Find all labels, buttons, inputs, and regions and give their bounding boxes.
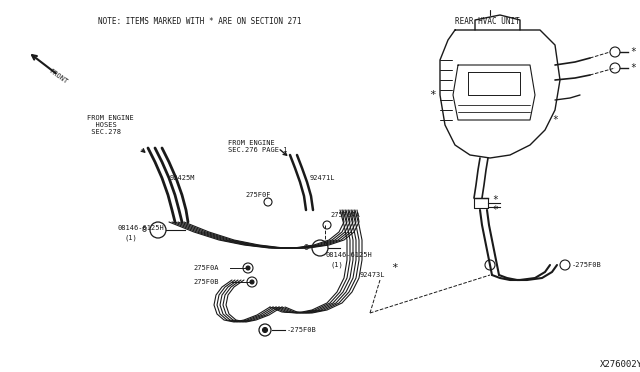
Text: -275F0B: -275F0B — [287, 327, 317, 333]
Text: (1): (1) — [125, 235, 138, 241]
Text: NOTE: ITEMS MARKED WITH * ARE ON SECTION 271: NOTE: ITEMS MARKED WITH * ARE ON SECTION… — [99, 17, 301, 26]
Text: 08146-6125H: 08146-6125H — [325, 252, 372, 258]
Text: *: * — [492, 205, 498, 215]
Circle shape — [250, 280, 254, 284]
Text: 92473L: 92473L — [360, 272, 385, 278]
Text: 275F0A: 275F0A — [193, 265, 218, 271]
Circle shape — [246, 266, 250, 270]
Text: *: * — [492, 195, 498, 205]
Text: *: * — [630, 47, 636, 57]
Text: X276002Y: X276002Y — [600, 360, 640, 369]
Text: (1): (1) — [330, 262, 343, 268]
Text: -275F0B: -275F0B — [572, 262, 602, 268]
Text: ®: ® — [305, 244, 310, 253]
Circle shape — [262, 327, 268, 333]
Text: *: * — [552, 115, 558, 125]
Text: 92425M: 92425M — [170, 175, 195, 181]
Text: *: * — [392, 263, 398, 273]
Text: 275F0AA: 275F0AA — [330, 212, 360, 218]
Text: FROM ENGINE
  HOSES
 SEC.278: FROM ENGINE HOSES SEC.278 — [87, 115, 134, 135]
Text: 275F0B: 275F0B — [193, 279, 218, 285]
Text: 92471L: 92471L — [310, 175, 335, 181]
Text: *: * — [429, 90, 436, 100]
Text: 275F0F: 275F0F — [245, 192, 271, 198]
Text: REAR HVAC UNIT: REAR HVAC UNIT — [455, 17, 520, 26]
Text: *: * — [630, 63, 636, 73]
Text: FRONT: FRONT — [48, 68, 69, 85]
Text: FROM ENGINE
SEC.276 PAGE 1: FROM ENGINE SEC.276 PAGE 1 — [228, 140, 287, 153]
Text: ®: ® — [143, 225, 147, 234]
Text: 08146-6125H: 08146-6125H — [118, 225, 164, 231]
